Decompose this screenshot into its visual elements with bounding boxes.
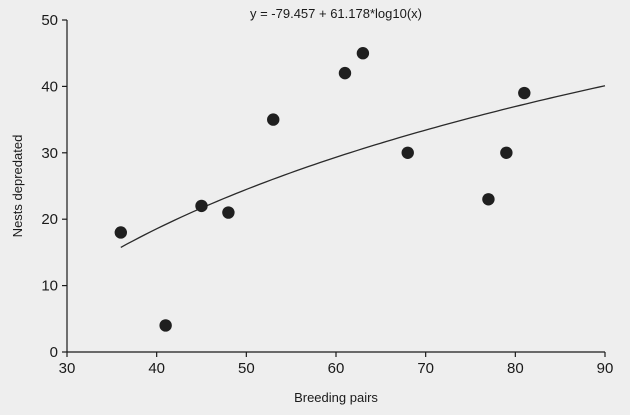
data-point xyxy=(401,146,414,159)
y-tick-label: 10 xyxy=(41,278,58,295)
data-point xyxy=(222,206,235,219)
data-point xyxy=(195,199,208,213)
fit-curve xyxy=(120,85,606,248)
x-tick-label: 30 xyxy=(59,360,76,377)
y-tick-label: 50 xyxy=(41,12,58,29)
x-axis-label: Breeding pairs xyxy=(294,390,378,405)
chart-text: y = -79.457 + 61.178*log10(x) Breeding p… xyxy=(10,6,422,405)
data-point xyxy=(338,66,352,80)
x-tick-label: 60 xyxy=(328,360,345,377)
data-points xyxy=(114,47,531,332)
x-tick-label: 50 xyxy=(238,360,255,377)
data-point xyxy=(500,146,513,159)
y-tick-label: 40 xyxy=(41,78,58,95)
fit-curve-layer xyxy=(120,85,606,248)
data-point xyxy=(518,86,531,100)
y-tick-label: 30 xyxy=(41,145,58,162)
y-tick-label: 0 xyxy=(50,344,58,361)
axes: 30 40 50 60 70 80 90 0 10 20 30 40 50 xyxy=(41,12,613,377)
y-axis-label: Nests depredated xyxy=(10,135,25,238)
data-point xyxy=(114,226,128,239)
y-tick-label: 20 xyxy=(41,211,58,228)
x-tick-label: 40 xyxy=(148,360,165,377)
data-point xyxy=(482,193,495,206)
data-point xyxy=(267,113,280,126)
x-tick-label: 70 xyxy=(417,360,434,377)
x-tick-label: 80 xyxy=(507,360,524,377)
data-point xyxy=(159,319,172,332)
x-tick-label: 90 xyxy=(597,360,614,377)
data-point xyxy=(356,47,370,60)
regression-equation: y = -79.457 + 61.178*log10(x) xyxy=(250,6,422,21)
